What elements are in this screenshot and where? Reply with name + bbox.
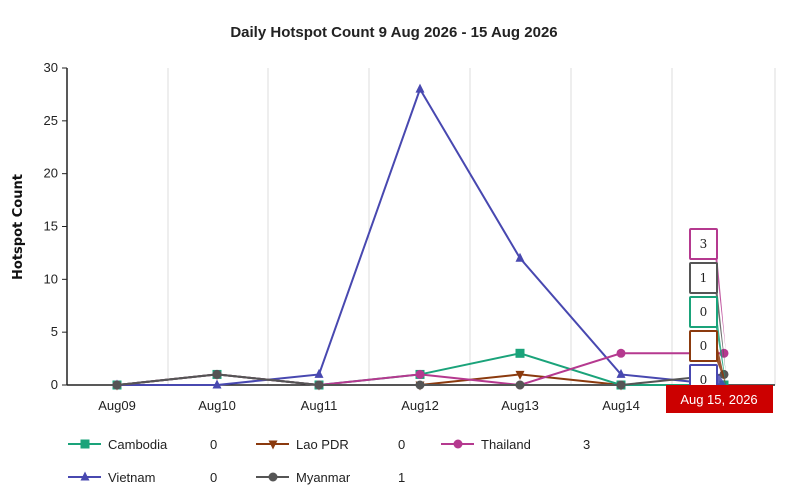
tooltip-box-cambodia bbox=[689, 296, 718, 328]
point-vietnam-aug14 bbox=[616, 368, 626, 378]
legend-label-vietnam: Vietnam bbox=[108, 470, 155, 485]
legend-value-thailand: 3 bbox=[583, 437, 590, 452]
chart-axes bbox=[66, 68, 775, 386]
x-tick-label-aug10: Aug10 bbox=[198, 398, 236, 413]
legend-marker-lao-pdr bbox=[268, 440, 278, 450]
tooltip-lao-pdr: 0 bbox=[689, 330, 726, 385]
tooltip-box-myanmar bbox=[689, 262, 718, 294]
series-lines bbox=[112, 83, 729, 391]
tooltip-box-thailand bbox=[689, 228, 718, 260]
tooltip-value-cambodia: 0 bbox=[700, 305, 708, 319]
series-line-thailand bbox=[116, 352, 724, 387]
point-cambodia-aug13 bbox=[515, 348, 525, 358]
point-myanmar-aug10 bbox=[212, 369, 222, 379]
tooltip-box-lao-pdr bbox=[689, 330, 718, 362]
legend-item-vietnam: Vietnam 0 bbox=[68, 470, 217, 485]
point-myanmar-aug09 bbox=[112, 380, 122, 390]
series-vietnam bbox=[112, 83, 729, 389]
tooltip-cambodia: 0 bbox=[689, 296, 726, 385]
tooltip-myanmar: 1 bbox=[689, 262, 726, 375]
y-tick-label-2: 10 bbox=[44, 271, 58, 286]
tooltip-value-vietnam: 0 bbox=[700, 373, 708, 387]
tooltip-value-thailand: 3 bbox=[700, 237, 708, 251]
legend-marker-thailand bbox=[453, 439, 463, 449]
chart-legend: Cambodia 0 Lao PDR 0 Thailand 3 Vietnam 0 Myanma… bbox=[68, 437, 590, 485]
legend-value-lao-pdr: 0 bbox=[398, 437, 405, 452]
y-tick-label-3: 15 bbox=[44, 219, 58, 234]
legend-item-myanmar: Myanmar 1 bbox=[256, 470, 405, 485]
y-axis-ticks: 0 5 10 15 20 25 30 bbox=[44, 60, 67, 392]
point-vietnam-aug13 bbox=[515, 252, 525, 262]
y-tick-label-4: 20 bbox=[44, 166, 58, 181]
x-tick-label-aug14: Aug14 bbox=[602, 398, 640, 413]
x-tick-label-aug09: Aug09 bbox=[98, 398, 136, 413]
x-tick-label-aug12: Aug12 bbox=[401, 398, 439, 413]
y-tick-label-0: 0 bbox=[51, 377, 58, 392]
point-thailand-aug12 bbox=[415, 369, 425, 379]
x-tick-label-aug11: Aug11 bbox=[301, 398, 338, 413]
legend-item-thailand: Thailand 3 bbox=[441, 437, 590, 452]
y-tick-label-5: 25 bbox=[44, 113, 58, 128]
legend-value-cambodia: 0 bbox=[210, 437, 217, 452]
legend-label-cambodia: Cambodia bbox=[108, 437, 168, 452]
x-tick-label-aug13: Aug13 bbox=[501, 398, 539, 413]
y-tick-label-6: 30 bbox=[44, 60, 58, 75]
y-axis-label: Hotspot Count bbox=[11, 174, 26, 280]
legend-marker-vietnam bbox=[80, 471, 90, 481]
point-vietnam-aug10 bbox=[212, 379, 222, 389]
legend-item-cambodia: Cambodia 0 bbox=[68, 437, 217, 452]
point-myanmar-aug12 bbox=[415, 380, 425, 390]
legend-value-vietnam: 0 bbox=[210, 470, 217, 485]
legend-label-thailand: Thailand bbox=[481, 437, 531, 452]
hover-tooltips: 3 1 0 0 0 bbox=[689, 228, 726, 396]
point-myanmar-aug11 bbox=[314, 380, 324, 390]
legend-marker-myanmar bbox=[268, 472, 278, 482]
point-vietnam-aug11 bbox=[314, 368, 324, 378]
tooltip-value-myanmar: 1 bbox=[700, 271, 708, 285]
y-tick-label-1: 5 bbox=[51, 324, 58, 339]
hover-x-label-text: Aug 15, 2026 bbox=[680, 392, 757, 407]
legend-label-lao-pdr: Lao PDR bbox=[296, 437, 349, 452]
legend-marker-cambodia bbox=[80, 439, 90, 449]
legend-value-myanmar: 1 bbox=[398, 470, 405, 485]
chart-grid bbox=[66, 68, 776, 385]
point-myanmar-aug13 bbox=[515, 380, 525, 390]
point-lao-pdr-aug13 bbox=[515, 370, 525, 380]
tooltip-pointer-myanmar bbox=[715, 267, 726, 375]
x-axis-ticks: Aug09 Aug10 Aug11 Aug12 Aug13 Aug14 bbox=[98, 398, 640, 413]
legend-item-lao-pdr: Lao PDR 0 bbox=[256, 437, 405, 452]
series-line-cambodia bbox=[116, 352, 724, 387]
legend-label-myanmar: Myanmar bbox=[296, 470, 351, 485]
hover-x-label: Aug 15, 2026 bbox=[666, 385, 773, 413]
series-line-vietnam bbox=[117, 86, 725, 386]
tooltip-value-lao-pdr: 0 bbox=[700, 339, 708, 353]
point-vietnam-aug12 bbox=[415, 83, 425, 93]
hover-x-label-box bbox=[666, 385, 773, 413]
point-myanmar-aug14 bbox=[616, 380, 626, 390]
point-thailand-aug14 bbox=[616, 348, 626, 358]
chart-title: Daily Hotspot Count 9 Aug 2026 - 15 Aug … bbox=[230, 24, 557, 41]
